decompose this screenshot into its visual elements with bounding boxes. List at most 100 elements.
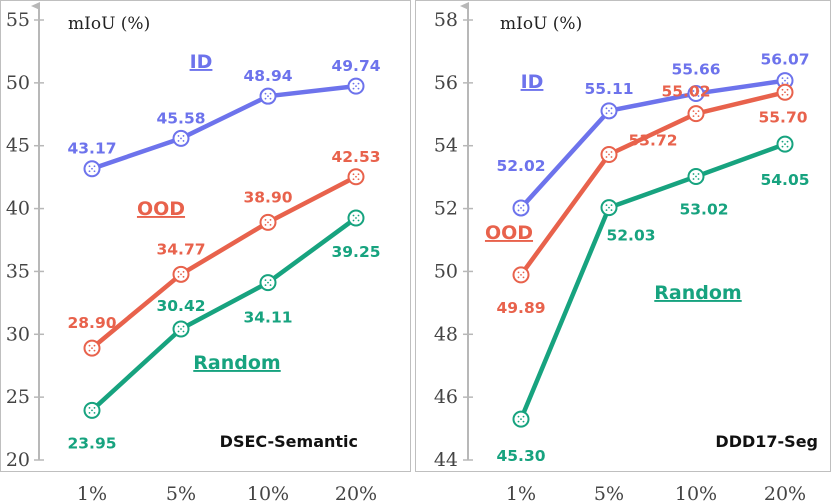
- data-point-dot: [522, 276, 525, 279]
- data-point-dot: [786, 140, 789, 143]
- data-point: [83, 160, 101, 178]
- data-point-dot: [93, 406, 96, 409]
- data-point-dot: [93, 170, 96, 173]
- x-tick-label: 5%: [594, 483, 624, 502]
- data-label: 52.03: [606, 227, 655, 245]
- data-point: [600, 199, 618, 217]
- data-point-dot: [695, 175, 697, 178]
- data-point-dot: [697, 90, 700, 92]
- panel-title: DSEC-Semantic: [220, 432, 358, 451]
- data-point-dot: [264, 97, 267, 100]
- data-point-dot: [177, 275, 180, 278]
- y-tick-label: 54: [434, 135, 458, 157]
- data-point-dot: [781, 140, 784, 143]
- data-point-dot: [520, 418, 522, 421]
- data-point-dot: [605, 112, 608, 115]
- series-line: [518, 78, 788, 211]
- series-label: Random: [193, 352, 280, 374]
- data-point-dot: [352, 219, 355, 222]
- y-tick-label: 56: [434, 72, 458, 94]
- data-point-dot: [522, 209, 525, 212]
- data-point-dot: [786, 88, 789, 91]
- panel-title: DDD17-Seg: [715, 432, 818, 451]
- data-point-dot: [786, 77, 789, 80]
- data-point-dot: [608, 109, 610, 112]
- data-point-dot: [88, 165, 91, 168]
- ddd17-seg-panel: 44 46 48 50 52 54 56 58 1% 5% 10% 20% mIoU (%) DDD17-…: [415, 0, 831, 502]
- data-point: [172, 320, 190, 338]
- data-point-dot: [357, 219, 360, 222]
- data-label: 55.66: [671, 61, 720, 79]
- data-point-dot: [88, 349, 91, 352]
- data-point-dot: [352, 82, 355, 85]
- data-point-dot: [608, 206, 610, 209]
- data-point-dot: [781, 77, 784, 80]
- series-label: Random: [654, 282, 741, 304]
- series-line: [89, 174, 359, 351]
- data-point-dot: [522, 271, 525, 274]
- data-point-dot: [784, 143, 786, 146]
- y-tick-label: 25: [6, 386, 30, 408]
- series-line: [518, 90, 788, 278]
- data-point-dot: [605, 107, 608, 110]
- data-point-dot: [605, 151, 608, 153]
- data-point-dot: [93, 165, 96, 168]
- data-point-dot: [182, 275, 185, 278]
- data-point-dot: [610, 156, 613, 158]
- data-point: [83, 401, 101, 419]
- data-point-dot: [267, 221, 269, 224]
- data-point-dot: [692, 115, 695, 118]
- data-point-dot: [610, 107, 613, 110]
- y-axis-label: mIoU (%): [500, 14, 582, 34]
- data-point-dot: [269, 284, 272, 287]
- data-label: 49.89: [496, 299, 545, 317]
- data-point-dot: [520, 273, 522, 276]
- data-point-dot: [88, 344, 91, 347]
- data-point-dot: [352, 178, 355, 181]
- data-point-dot: [695, 92, 697, 95]
- data-point-dot: [517, 271, 520, 274]
- data-point-dot: [610, 151, 613, 153]
- data-point: [600, 102, 618, 120]
- data-point: [172, 129, 190, 147]
- data-point-dot: [182, 135, 185, 137]
- data-point-dot: [357, 214, 360, 217]
- data-point-dot: [355, 217, 357, 219]
- data-point: [512, 199, 530, 217]
- data-point-dot: [610, 204, 613, 207]
- data-label: 45.58: [156, 109, 205, 127]
- data-point-dot: [697, 115, 700, 118]
- data-point-dot: [357, 82, 360, 85]
- data-point-dot: [781, 82, 784, 85]
- data-point-dot: [352, 87, 355, 90]
- data-point: [347, 77, 365, 95]
- data-point: [172, 265, 190, 283]
- x-tick-label: 10%: [247, 483, 289, 502]
- x-tick-label: 1%: [506, 483, 536, 502]
- data-point: [687, 105, 705, 123]
- data-point-dot: [520, 207, 522, 209]
- data-point-dot: [264, 219, 267, 221]
- data-point: [600, 146, 618, 164]
- data-point-dot: [697, 173, 700, 175]
- data-point-dot: [88, 411, 91, 414]
- y-tick-label: 45: [6, 135, 30, 157]
- data-point-dot: [357, 173, 360, 176]
- data-point-dot: [269, 97, 272, 100]
- data-label: 53.72: [628, 132, 677, 150]
- data-point-dot: [695, 112, 697, 115]
- data-point-dot: [786, 82, 789, 85]
- data-point-dot: [267, 281, 269, 284]
- data-label: 52.02: [496, 157, 545, 175]
- data-label: 49.74: [331, 57, 380, 75]
- data-point: [776, 135, 794, 153]
- data-point-dot: [786, 93, 789, 96]
- data-point-dot: [697, 110, 700, 113]
- series-label: ID: [521, 71, 544, 93]
- data-label: 55.11: [584, 80, 633, 98]
- panel-frame: [0, 0, 411, 472]
- data-point-dot: [180, 137, 182, 140]
- data-point-dot: [177, 140, 180, 142]
- data-point-dot: [182, 330, 185, 333]
- series-random: 45.30 52.03 53.02 54.05 Random: [496, 135, 810, 465]
